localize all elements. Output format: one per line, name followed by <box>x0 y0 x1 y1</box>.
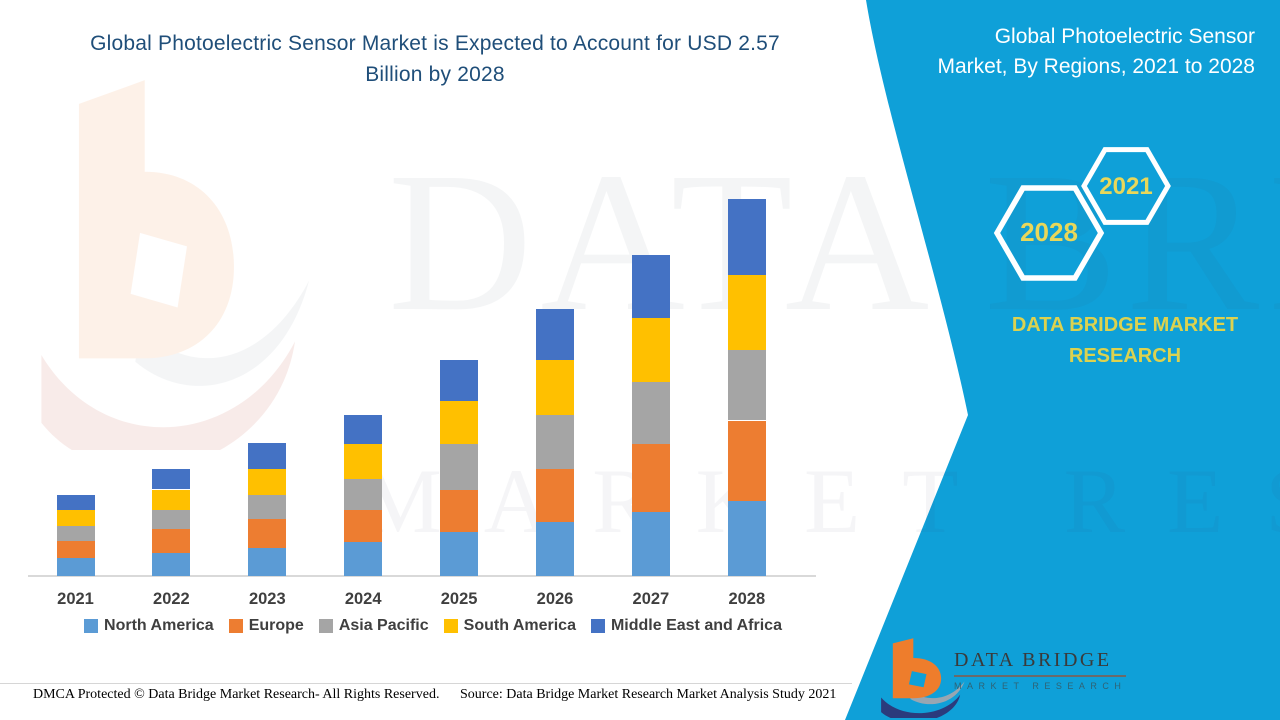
legend-item: Asia Pacific <box>318 617 429 635</box>
x-axis-label: 2021 <box>57 590 94 608</box>
bar-segment-europe <box>344 510 383 543</box>
databridge-logo: DATA BRIDGE MARKET RESEARCH <box>878 636 1127 720</box>
databridge-logo-text: DATA BRIDGE MARKET RESEARCH <box>954 649 1127 691</box>
footer-divider <box>0 683 852 684</box>
x-axis-line <box>28 575 816 577</box>
dmca-text: DMCA Protected © Data Bridge Market Rese… <box>33 687 440 702</box>
bar-segment-south-america <box>440 401 479 444</box>
bar-segment-asia-pacific <box>344 479 383 510</box>
bar-segment-south-america <box>248 468 287 496</box>
bar-segment-europe <box>248 518 287 549</box>
bar-segment-europe <box>536 468 574 522</box>
bar-segment-asia-pacific <box>631 382 670 444</box>
bar-segment-south-america <box>56 510 95 527</box>
page-title-line1: Global Photoelectric Sensor Market is Ex… <box>90 32 780 55</box>
x-axis-label: 2026 <box>536 590 574 608</box>
logo-title: DATA BRIDGE <box>954 649 1127 677</box>
side-panel-heading-line1: Global Photoelectric Sensor <box>994 25 1255 48</box>
bar-segment-europe <box>631 444 670 512</box>
x-axis-label: 2028 <box>728 590 766 608</box>
legend-label: Middle East and Africa <box>610 617 782 634</box>
bar-segment-south-america <box>152 489 191 510</box>
bar-segment-asia-pacific <box>152 510 191 530</box>
x-axis-label: 2025 <box>440 590 478 608</box>
bar-segment-south-america <box>536 360 574 415</box>
brand-text: DATA BRIDGE MARKET RESEARCH <box>995 310 1255 372</box>
page-title-line2: Billion by 2028 <box>365 63 505 86</box>
brand-text-line2: RESEARCH <box>1068 345 1182 367</box>
bar-segment-europe <box>56 540 95 559</box>
legend-label: North America <box>104 617 214 634</box>
side-panel-heading: Global Photoelectric Sensor Market, By R… <box>900 22 1255 82</box>
legend-swatch-icon <box>443 619 458 633</box>
x-axis-label: 2022 <box>153 590 190 608</box>
legend-label: South America <box>463 617 576 634</box>
legend-item: Europe <box>228 617 304 635</box>
bar-segment-north-america <box>248 548 287 576</box>
legend-swatch-icon <box>84 619 99 633</box>
x-axis-label: 2024 <box>344 590 382 608</box>
bar-segment-north-america <box>440 532 479 576</box>
bar-segment-north-america <box>344 542 383 576</box>
bar-segment-middle-east-and-africa <box>152 468 191 490</box>
legend-item: Middle East and Africa <box>590 617 782 635</box>
bar-segment-north-america <box>152 552 191 576</box>
legend-item: North America <box>84 617 214 635</box>
bar-segment-asia-pacific <box>248 495 287 519</box>
legend-swatch-icon <box>590 619 605 633</box>
bar-segment-north-america <box>536 521 574 576</box>
bar-segment-south-america <box>344 444 383 480</box>
bar-segment-north-america <box>56 558 95 576</box>
legend-swatch-icon <box>318 619 333 633</box>
bar-segment-south-america <box>727 275 766 351</box>
hexagon-2028-label: 2028 <box>1020 217 1078 247</box>
page-title: Global Photoelectric Sensor Market is Ex… <box>40 28 830 90</box>
x-axis-label: 2027 <box>632 590 670 608</box>
bar-segment-middle-east-and-africa <box>56 495 95 510</box>
bar-segment-middle-east-and-africa <box>631 254 670 318</box>
bar-segment-middle-east-and-africa <box>344 414 383 444</box>
bar-segment-middle-east-and-africa <box>536 309 574 361</box>
bar-segment-middle-east-and-africa <box>727 199 766 276</box>
databridge-logo-mark-icon <box>881 638 965 718</box>
bar-segment-north-america <box>727 501 766 576</box>
legend-swatch-icon <box>228 619 243 633</box>
bar-segment-europe <box>727 420 766 502</box>
legend-item: South America <box>443 617 576 635</box>
legend-label: Europe <box>248 617 304 634</box>
logo-subtitle: MARKET RESEARCH <box>954 681 1127 691</box>
bar-segment-south-america <box>631 317 670 383</box>
bar-segment-asia-pacific <box>56 526 95 541</box>
bar-segment-asia-pacific <box>536 414 574 469</box>
legend-label: Asia Pacific <box>338 617 429 634</box>
brand-text-line1: DATA BRIDGE MARKET <box>1011 314 1239 336</box>
hexagon-2028-icon <box>993 185 1105 281</box>
hexagon-2021-icon <box>1081 147 1171 225</box>
side-panel-heading-line2: Market, By Regions, 2021 to 2028 <box>937 55 1255 78</box>
watermark-logo-icon <box>41 80 310 450</box>
bar-segment-asia-pacific <box>440 444 479 490</box>
bar-segment-north-america <box>631 511 670 576</box>
chart-legend: North America Europe Asia Pacific South Ame… <box>30 615 836 637</box>
bar-segment-asia-pacific <box>727 350 766 421</box>
hexagon-2021-label: 2021 <box>1099 173 1153 200</box>
hexagon-badges <box>993 147 1171 281</box>
watermark-text-marketresearch: MARKET RESEARCH <box>360 450 1280 552</box>
bar-segment-middle-east-and-africa <box>440 360 479 402</box>
bar-segment-europe <box>152 529 191 553</box>
source-text: Source: Data Bridge Market Research Mark… <box>460 687 837 702</box>
bar-segment-middle-east-and-africa <box>248 442 287 469</box>
watermark-text-databridge: DATA BRIDGE <box>388 132 1280 353</box>
x-axis-label: 2023 <box>248 590 286 608</box>
bar-segment-europe <box>440 489 479 532</box>
